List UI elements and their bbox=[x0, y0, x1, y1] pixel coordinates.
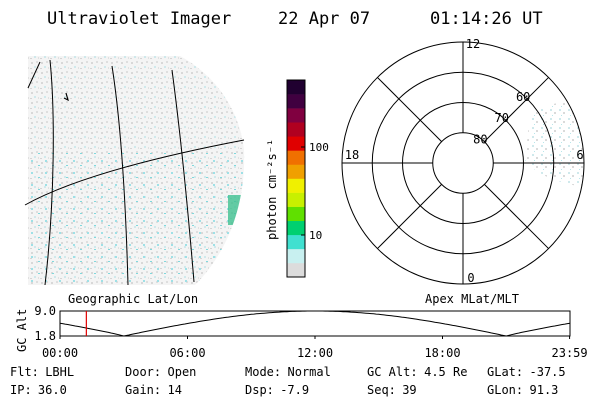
status-key: Flt: bbox=[10, 365, 39, 379]
status-value: 39 bbox=[402, 383, 416, 397]
colorbar-block bbox=[287, 80, 305, 95]
colorbar-block bbox=[287, 136, 305, 151]
status-key: GLat: bbox=[487, 365, 523, 379]
colorbar-unit-label: photon cm⁻²s⁻¹ bbox=[265, 139, 279, 240]
status-value: 36.0 bbox=[38, 383, 67, 397]
colorbar-block bbox=[287, 234, 305, 250]
orbit-xtick-label: 00:00 bbox=[42, 346, 78, 360]
status-key: Dsp: bbox=[245, 383, 274, 397]
mlt-label: 18 bbox=[345, 148, 359, 162]
status-value: 91.3 bbox=[530, 383, 559, 397]
orbit-xtick-label: 06:00 bbox=[169, 346, 205, 360]
mlt-spoke bbox=[377, 77, 442, 142]
orbit-plot-frame bbox=[59, 310, 571, 337]
geo-caption: Geographic Lat/Lon bbox=[68, 292, 198, 306]
status-value: 14 bbox=[168, 383, 182, 397]
colorbar: 100 10 photon cm⁻²s⁻¹ bbox=[265, 79, 329, 278]
colorbar-scale bbox=[286, 79, 306, 278]
status-key: IP: bbox=[10, 383, 32, 397]
orbit-ytick-label: 1.8 bbox=[34, 329, 56, 343]
mlat-label: 80 bbox=[473, 133, 487, 147]
orbit-xtick-label: 18:00 bbox=[424, 346, 460, 360]
status-panel: Flt: LBHL Door: Open Mode: Normal GC Alt: 4.5 R… bbox=[10, 365, 566, 397]
status-value: -37.5 bbox=[530, 365, 566, 379]
time-label: 01:14:26 UT bbox=[430, 9, 543, 29]
mlat-label: 60 bbox=[516, 90, 530, 104]
polar-aurora-speckle bbox=[525, 101, 584, 190]
colorbar-block bbox=[287, 192, 305, 207]
colorbar-tick-label: 100 bbox=[309, 141, 329, 154]
polar-caption: Apex MLat/MLT bbox=[425, 292, 519, 306]
colorbar-block bbox=[287, 108, 305, 123]
colorbar-block bbox=[287, 150, 305, 165]
mlt-spoke bbox=[377, 184, 442, 249]
orbit-xtick-label: 12:00 bbox=[297, 346, 333, 360]
mlat-label: 70 bbox=[495, 111, 509, 125]
status-value: 4.5 Re bbox=[424, 365, 467, 379]
colorbar-block bbox=[287, 164, 305, 179]
status-value: Normal bbox=[288, 365, 331, 379]
colorbar-block bbox=[287, 248, 305, 264]
status-value: Open bbox=[168, 365, 197, 379]
orbit-altitude-plot: GC Alt 9.0 1.8 00:00 06:00 12:00 18:00 23:59 bbox=[15, 304, 588, 360]
colorbar-block bbox=[287, 94, 305, 109]
mlt-label: 12 bbox=[466, 37, 480, 51]
colorbar-tick-label: 10 bbox=[309, 229, 322, 242]
orbit-ylabel: GC Alt bbox=[15, 309, 29, 352]
orbit-ytick-label: 9.0 bbox=[34, 304, 56, 318]
mlt-label: 0 bbox=[467, 271, 474, 285]
colorbar-block bbox=[287, 122, 305, 137]
orbit-altitude-curve bbox=[59, 310, 571, 337]
status-key: Seq: bbox=[367, 383, 396, 397]
status-key: GC Alt: bbox=[367, 365, 418, 379]
geographic-image-panel: Geographic Lat/Lon bbox=[24, 56, 245, 306]
geo-grid-lines bbox=[24, 59, 245, 286]
status-key: Mode: bbox=[245, 365, 281, 379]
status-key: Door: bbox=[125, 365, 161, 379]
bright-aurora-spot bbox=[228, 195, 242, 225]
colorbar-block bbox=[287, 220, 305, 236]
mlt-spoke bbox=[484, 184, 549, 249]
instrument-title: Ultraviolet Imager bbox=[47, 9, 231, 29]
date-label: 22 Apr 07 bbox=[278, 9, 370, 29]
status-key: GLon: bbox=[487, 383, 523, 397]
status-key: Gain: bbox=[125, 383, 161, 397]
colorbar-frame bbox=[286, 79, 306, 278]
mlt-spoke bbox=[484, 77, 549, 142]
colorbar-block bbox=[287, 178, 305, 193]
colorbar-block bbox=[287, 262, 305, 278]
mlt-label: 6 bbox=[576, 148, 583, 162]
status-value: -7.9 bbox=[280, 383, 309, 397]
status-value: LBHL bbox=[45, 365, 74, 379]
orbit-xtick-label: 23:59 bbox=[552, 346, 588, 360]
colorbar-block bbox=[287, 206, 305, 222]
